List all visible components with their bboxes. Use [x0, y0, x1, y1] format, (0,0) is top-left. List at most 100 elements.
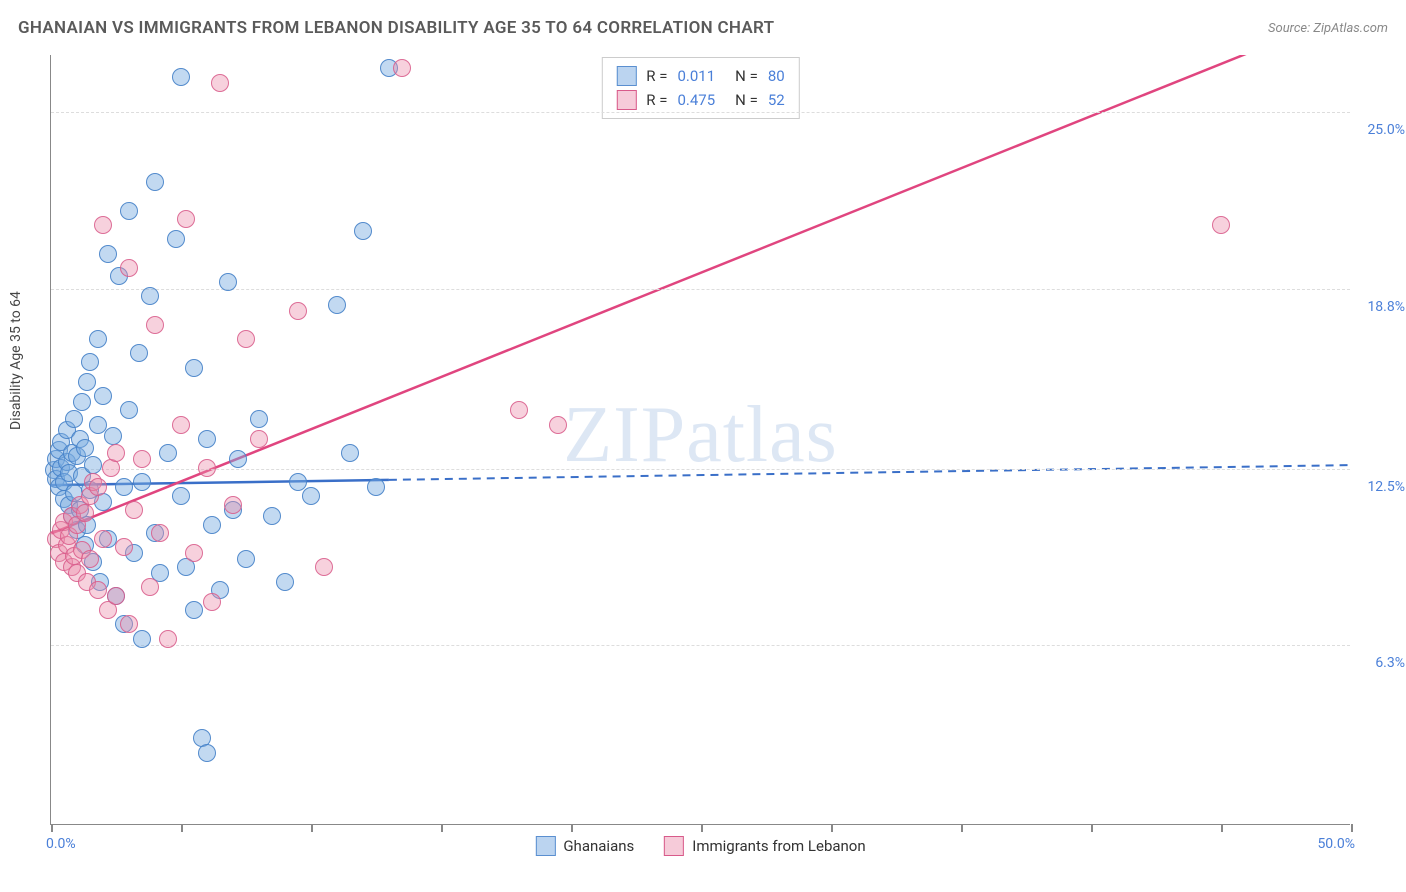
- series-label: Immigrants from Lebanon: [692, 837, 865, 855]
- data-point: [141, 287, 159, 305]
- gridline: [51, 289, 1350, 290]
- data-point: [393, 59, 411, 77]
- data-point: [141, 578, 159, 596]
- data-point: [146, 316, 164, 334]
- data-point: [107, 587, 125, 605]
- data-point: [328, 296, 346, 314]
- legend-item-ghanaians: Ghanaians: [535, 836, 634, 856]
- data-point: [315, 558, 333, 576]
- data-point: [237, 330, 255, 348]
- x-min-label: 0.0%: [46, 836, 76, 852]
- data-point: [549, 416, 567, 434]
- data-point: [229, 450, 247, 468]
- y-tick-label: 25.0%: [1355, 122, 1405, 138]
- data-point: [289, 302, 307, 320]
- data-point: [84, 456, 102, 474]
- n-label: N =: [735, 67, 758, 85]
- gridline: [51, 645, 1350, 646]
- source-label: Source: ZipAtlas.com: [1268, 21, 1388, 36]
- series-legend: Ghanaians Immigrants from Lebanon: [535, 836, 865, 856]
- data-point: [172, 487, 190, 505]
- gridline: [51, 112, 1350, 113]
- n-label: N =: [735, 91, 758, 109]
- x-tick: [311, 824, 313, 832]
- y-tick-label: 18.8%: [1355, 299, 1405, 315]
- data-point: [94, 216, 112, 234]
- data-point: [76, 439, 94, 457]
- y-axis-label: Disability Age 35 to 64: [8, 291, 24, 430]
- x-tick: [441, 824, 443, 832]
- data-point: [203, 516, 221, 534]
- n-value-lebanon: 52: [768, 91, 785, 109]
- y-tick-label: 12.5%: [1355, 479, 1405, 495]
- r-label: R =: [646, 67, 667, 85]
- x-max-label: 50.0%: [1317, 836, 1355, 852]
- data-point: [94, 530, 112, 548]
- data-point: [120, 401, 138, 419]
- data-point: [354, 222, 372, 240]
- swatch-blue: [535, 836, 555, 856]
- data-point: [99, 245, 117, 263]
- x-tick: [1221, 824, 1223, 832]
- data-point: [172, 68, 190, 86]
- data-point: [120, 615, 138, 633]
- swatch-pink: [664, 836, 684, 856]
- series-label: Ghanaians: [563, 837, 634, 855]
- x-tick: [961, 824, 963, 832]
- data-point: [289, 473, 307, 491]
- data-point: [198, 430, 216, 448]
- n-value-ghanaians: 80: [768, 67, 785, 85]
- x-tick: [1351, 824, 1353, 832]
- swatch-blue: [616, 66, 636, 86]
- data-point: [115, 478, 133, 496]
- gridline: [51, 469, 1350, 470]
- data-point: [263, 507, 281, 525]
- data-point: [203, 593, 221, 611]
- data-point: [130, 344, 148, 362]
- legend-row-lebanon: R = 0.475 N = 52: [616, 88, 784, 112]
- x-tick: [181, 824, 183, 832]
- data-point: [73, 393, 91, 411]
- data-point: [198, 744, 216, 762]
- r-value-ghanaians: 0.011: [677, 67, 715, 85]
- x-tick: [1091, 824, 1093, 832]
- data-point: [198, 459, 216, 477]
- data-point: [76, 504, 94, 522]
- r-value-lebanon: 0.475: [677, 91, 715, 109]
- data-point: [89, 581, 107, 599]
- data-point: [185, 544, 203, 562]
- x-tick: [701, 824, 703, 832]
- trend-lines: [51, 55, 1350, 824]
- data-point: [302, 487, 320, 505]
- y-tick-label: 6.3%: [1355, 655, 1405, 671]
- swatch-pink: [616, 90, 636, 110]
- r-label: R =: [646, 91, 667, 109]
- data-point: [133, 473, 151, 491]
- stats-legend: R = 0.011 N = 80 R = 0.475 N = 52: [601, 57, 799, 119]
- data-point: [78, 373, 96, 391]
- plot-area: ZIPatlas R = 0.011 N = 80 R = 0.475 N = …: [50, 55, 1350, 825]
- data-point: [185, 601, 203, 619]
- data-point: [159, 630, 177, 648]
- data-point: [1212, 216, 1230, 234]
- data-point: [107, 444, 125, 462]
- data-point: [185, 359, 203, 377]
- data-point: [146, 173, 164, 191]
- data-point: [237, 550, 255, 568]
- data-point: [133, 630, 151, 648]
- data-point: [81, 353, 99, 371]
- data-point: [276, 573, 294, 591]
- data-point: [224, 496, 242, 514]
- data-point: [177, 210, 195, 228]
- chart-title: GHANAIAN VS IMMIGRANTS FROM LEBANON DISA…: [18, 18, 774, 38]
- x-tick: [571, 824, 573, 832]
- data-point: [120, 202, 138, 220]
- data-point: [115, 538, 133, 556]
- data-point: [211, 74, 229, 92]
- watermark: ZIPatlas: [563, 389, 838, 480]
- data-point: [89, 416, 107, 434]
- data-point: [341, 444, 359, 462]
- legend-row-ghanaians: R = 0.011 N = 80: [616, 64, 784, 88]
- data-point: [167, 230, 185, 248]
- data-point: [120, 259, 138, 277]
